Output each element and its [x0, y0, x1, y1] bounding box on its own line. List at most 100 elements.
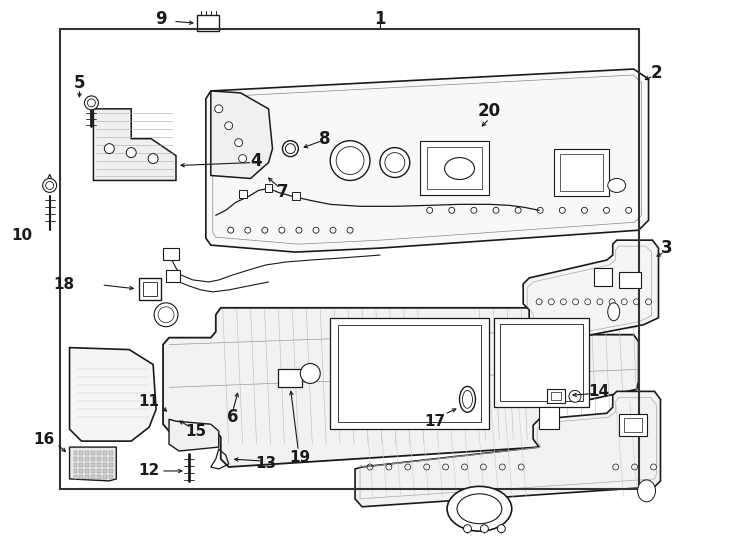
Bar [109, 457, 113, 461]
Bar [109, 475, 113, 479]
Bar [338, 325, 482, 422]
Circle shape [380, 147, 410, 178]
Bar [98, 469, 101, 473]
Text: 14: 14 [588, 384, 609, 399]
Bar [594, 268, 611, 286]
Bar [278, 369, 302, 387]
Text: 7: 7 [277, 184, 288, 201]
Bar [292, 192, 300, 200]
Bar [85, 475, 90, 479]
Ellipse shape [608, 303, 619, 321]
Circle shape [148, 153, 158, 164]
Circle shape [463, 525, 471, 532]
Bar [73, 463, 78, 467]
Circle shape [235, 139, 243, 147]
Circle shape [43, 179, 57, 192]
Polygon shape [169, 419, 219, 451]
Bar [92, 475, 95, 479]
Bar [79, 469, 84, 473]
Bar [551, 393, 561, 400]
Bar [73, 457, 78, 461]
Bar [109, 451, 113, 455]
Bar [79, 457, 84, 461]
Text: 9: 9 [156, 10, 167, 28]
Bar [98, 463, 101, 467]
Bar [420, 140, 490, 195]
Polygon shape [222, 308, 305, 368]
Bar [103, 469, 107, 473]
Bar [624, 418, 642, 432]
Bar [92, 457, 95, 461]
Polygon shape [219, 318, 539, 380]
Bar [163, 248, 179, 260]
Ellipse shape [445, 158, 474, 179]
Bar [85, 463, 90, 467]
Text: 2: 2 [650, 64, 662, 82]
Text: 11: 11 [139, 394, 159, 409]
Bar [501, 323, 583, 401]
Bar [73, 451, 78, 455]
Bar [92, 469, 95, 473]
Bar [547, 389, 565, 403]
Text: 4: 4 [250, 152, 261, 170]
Circle shape [126, 147, 137, 158]
Bar [494, 318, 589, 407]
Text: 5: 5 [73, 74, 85, 92]
Text: 3: 3 [661, 239, 672, 257]
Circle shape [104, 144, 115, 153]
Bar [103, 475, 107, 479]
Bar [98, 457, 101, 461]
Bar [539, 407, 559, 429]
Text: 16: 16 [33, 431, 54, 447]
Polygon shape [197, 15, 219, 31]
Bar [59, 29, 639, 489]
Text: 20: 20 [478, 102, 501, 120]
Bar [79, 463, 84, 467]
Polygon shape [206, 69, 649, 252]
Text: 8: 8 [319, 130, 331, 147]
Text: 12: 12 [139, 463, 160, 478]
Bar [166, 270, 180, 282]
Text: 10: 10 [11, 228, 32, 242]
Circle shape [84, 96, 98, 110]
Bar [619, 272, 641, 288]
Bar [330, 318, 490, 429]
Polygon shape [163, 308, 639, 467]
Bar [79, 475, 84, 479]
Bar [98, 451, 101, 455]
Polygon shape [211, 91, 272, 179]
Bar [109, 469, 113, 473]
Polygon shape [355, 392, 661, 507]
Bar [85, 469, 90, 473]
Circle shape [225, 122, 233, 130]
Bar [239, 191, 247, 198]
Circle shape [498, 525, 505, 532]
Bar [103, 451, 107, 455]
Circle shape [300, 363, 320, 383]
Bar [426, 147, 482, 190]
Bar [103, 457, 107, 461]
Circle shape [569, 390, 581, 402]
Ellipse shape [447, 487, 512, 531]
Text: 18: 18 [53, 278, 74, 293]
Text: 15: 15 [185, 424, 206, 438]
Text: 13: 13 [255, 456, 276, 471]
Bar [143, 282, 157, 296]
Bar [79, 451, 84, 455]
Bar [109, 463, 113, 467]
Bar [264, 185, 272, 192]
Ellipse shape [459, 387, 476, 412]
Bar [560, 153, 603, 191]
Ellipse shape [638, 480, 655, 502]
Bar [92, 451, 95, 455]
Polygon shape [70, 447, 116, 481]
Bar [73, 475, 78, 479]
Polygon shape [523, 240, 658, 346]
Bar [103, 463, 107, 467]
Circle shape [215, 105, 222, 113]
Bar [85, 451, 90, 455]
Bar [92, 463, 95, 467]
Text: 19: 19 [290, 449, 311, 464]
Polygon shape [70, 348, 156, 441]
Text: 17: 17 [424, 414, 446, 429]
